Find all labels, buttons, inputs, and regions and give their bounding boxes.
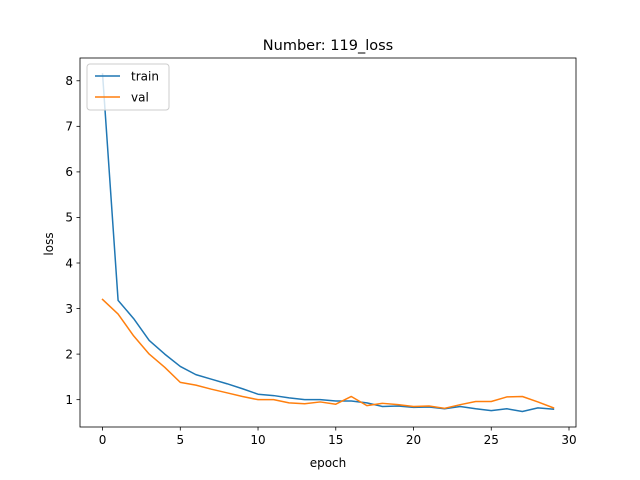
y-tick-label: 1: [65, 393, 73, 407]
y-tick-label: 2: [65, 347, 73, 361]
y-tick-label: 4: [65, 256, 73, 270]
y-axis-label: loss: [42, 232, 56, 255]
x-tick-label: 5: [176, 433, 184, 447]
x-tick-label: 20: [406, 433, 421, 447]
legend-label-val: val: [131, 90, 149, 104]
series-line-train: [101, 73, 555, 413]
y-tick-label: 5: [65, 211, 73, 225]
x-tick-label: 25: [484, 433, 499, 447]
y-tick-label: 6: [65, 165, 73, 179]
x-tick-label: 10: [250, 433, 265, 447]
series-layer: [101, 73, 555, 413]
plot-frame: [79, 57, 577, 428]
series-line-val: [101, 298, 555, 410]
x-axis-label: epoch: [310, 456, 347, 470]
axes: 0 5 10 15 20 25 30 1 2 3 4 5 6 7 8: [65, 57, 577, 447]
legend: train val: [86, 63, 170, 111]
y-tick-label: 3: [65, 302, 73, 316]
x-tick-label: 0: [99, 433, 107, 447]
x-tick-label: 30: [561, 433, 576, 447]
y-tick-label: 7: [65, 120, 73, 134]
x-tick-label: 15: [328, 433, 343, 447]
legend-label-train: train: [131, 69, 159, 83]
y-tick-label: 8: [65, 74, 73, 88]
chart-title: Number: 119_loss: [263, 38, 393, 54]
